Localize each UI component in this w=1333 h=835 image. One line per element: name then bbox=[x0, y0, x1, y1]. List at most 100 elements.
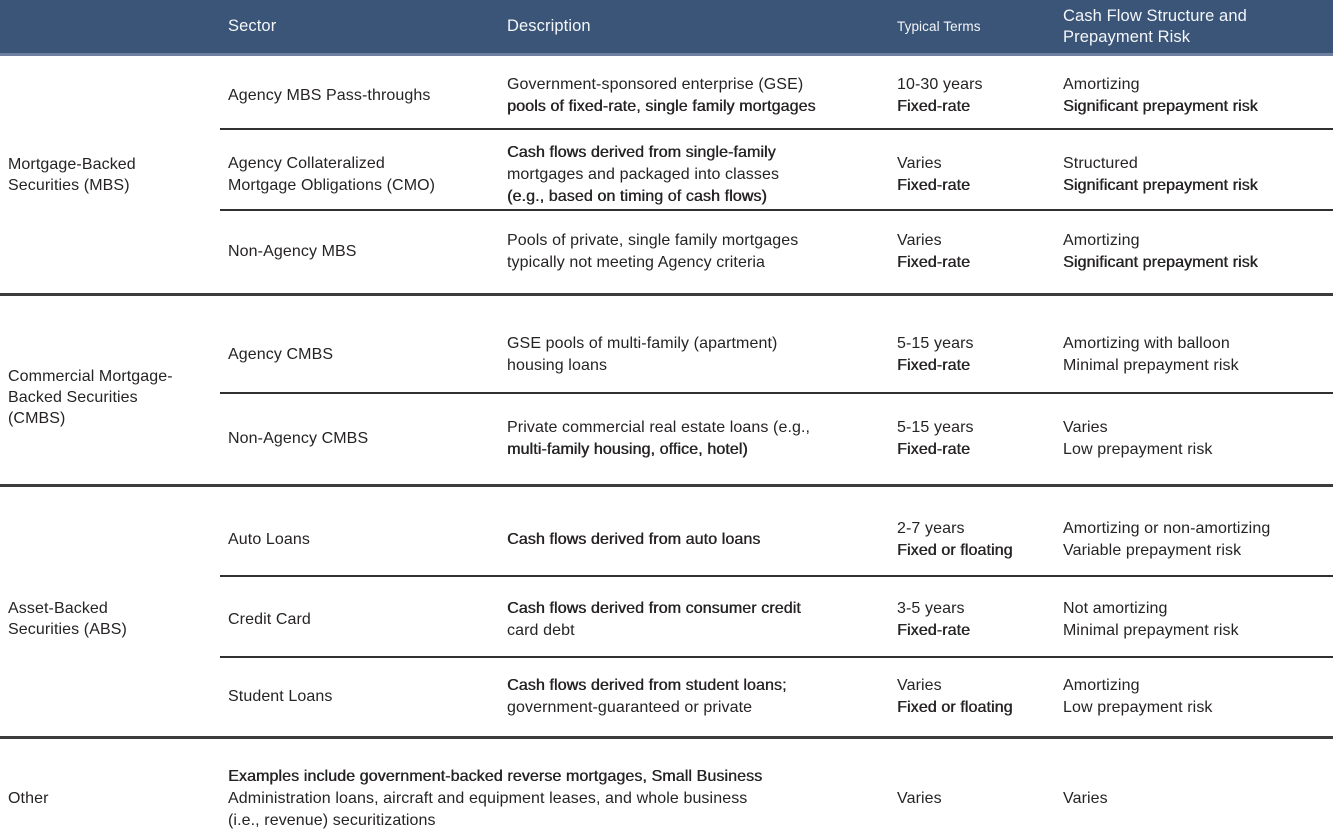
header-cash-flow: Cash Flow Structure and Prepayment Risk bbox=[1063, 6, 1333, 48]
section-rows: Examples include government-backed rever… bbox=[220, 739, 1333, 834]
text-line: 10-30 years bbox=[897, 76, 983, 93]
text-line: Fixed-rate bbox=[897, 621, 971, 639]
sector-cell: Student Loans bbox=[220, 686, 507, 708]
text-line: Non-Agency CMBS bbox=[228, 430, 369, 447]
text-line: Significant prepayment risk bbox=[1063, 254, 1258, 271]
table-row: Student Loans Cash flows derived from st… bbox=[220, 656, 1333, 736]
text-line: GSE pools of multi-family (apartment) bbox=[507, 335, 778, 352]
typical-terms-cell: Varies bbox=[897, 788, 1063, 810]
text-line: Agency MBS Pass-throughs bbox=[228, 87, 431, 104]
text-line: Structured bbox=[1063, 154, 1138, 172]
description-cell: Cash flows derived from student loans; go… bbox=[507, 675, 897, 719]
description-cell: Pools of private, single family mortgage… bbox=[507, 230, 897, 274]
text-line: government-guaranteed or private bbox=[507, 699, 753, 716]
header-typical-terms: Typical Terms bbox=[897, 19, 981, 34]
table-row: Auto Loans Cash flows derived from auto … bbox=[220, 487, 1333, 575]
text-line: (CMBS) bbox=[8, 409, 66, 427]
text-line: Mortgage Obligations (CMO) bbox=[228, 176, 436, 194]
text-line: multi-family housing, office, hotel) bbox=[507, 441, 748, 458]
text-line: Significant prepayment risk bbox=[1063, 98, 1258, 115]
description-cell: Cash flows derived from single-family mor… bbox=[507, 142, 897, 208]
table-row: Agency CMBS GSE pools of multi-family (a… bbox=[220, 296, 1333, 392]
cash-flow-cell: Varies bbox=[1063, 788, 1333, 810]
sector-cell: Non-Agency CMBS bbox=[220, 428, 507, 450]
text-line: Auto Loans bbox=[228, 531, 310, 548]
text-line: Credit Card bbox=[228, 610, 311, 628]
header-sector: Sector bbox=[228, 17, 277, 35]
text-line: Examples include government-backed rever… bbox=[228, 767, 763, 785]
description-cell: Government-sponsored enterprise (GSE) poo… bbox=[507, 74, 897, 118]
text-line: 5-15 years bbox=[897, 419, 974, 436]
text-line: Cash flows derived from consumer credit bbox=[507, 599, 801, 617]
text-line: typically not meeting Agency criteria bbox=[507, 254, 766, 271]
category-cell: Mortgage-Backed Securities (MBS) bbox=[0, 56, 220, 293]
text-line: Securities (ABS) bbox=[8, 620, 127, 638]
text-line: Administration loans, aircraft and equip… bbox=[228, 789, 748, 807]
text-line: (e.g., based on timing of cash flows) bbox=[507, 187, 767, 205]
section-rows: Agency CMBS GSE pools of multi-family (a… bbox=[220, 296, 1333, 484]
header-description: Description bbox=[507, 17, 591, 35]
text-line: card debt bbox=[507, 621, 575, 639]
table-row: Examples include government-backed rever… bbox=[220, 739, 1333, 834]
text-line: Cash flows derived from auto loans bbox=[507, 531, 761, 548]
text-line: Amortizing or non-amortizing bbox=[1063, 520, 1271, 537]
cash-flow-cell: Amortizing Significant prepayment risk bbox=[1063, 230, 1333, 274]
table-section: Asset-Backed Securities (ABS) Auto Loans … bbox=[0, 484, 1333, 736]
section-rows: Agency MBS Pass-throughs Government-spon… bbox=[220, 56, 1333, 293]
table-row: Credit Card Cash flows derived from cons… bbox=[220, 575, 1333, 656]
text-line: Minimal prepayment risk bbox=[1063, 357, 1239, 374]
text-line: 3-5 years bbox=[897, 599, 965, 617]
text-line: Amortizing bbox=[1063, 232, 1140, 249]
text-line: Agency CMBS bbox=[228, 346, 334, 363]
text-line: Not amortizing bbox=[1063, 599, 1168, 617]
text-line: Fixed-rate bbox=[897, 357, 971, 374]
table-row: Agency Collateralized Mortgage Obligation… bbox=[220, 128, 1333, 209]
text-line: 5-15 years bbox=[897, 335, 974, 352]
text-line: Amortizing with balloon bbox=[1063, 335, 1230, 352]
text-line: Fixed-rate bbox=[897, 441, 971, 458]
text-line: Fixed or floating bbox=[897, 542, 1013, 559]
table-body: Mortgage-Backed Securities (MBS) Agency M… bbox=[0, 56, 1333, 834]
typical-terms-cell: 5-15 years Fixed-rate bbox=[897, 333, 1063, 377]
text-line: Other bbox=[8, 790, 49, 807]
text-line: Amortizing bbox=[1063, 76, 1140, 93]
cash-flow-cell: Amortizing or non-amortizing Variable pre… bbox=[1063, 518, 1333, 562]
sector-cell: Auto Loans bbox=[220, 529, 507, 551]
text-line: housing loans bbox=[507, 357, 608, 374]
table-section: Mortgage-Backed Securities (MBS) Agency M… bbox=[0, 56, 1333, 293]
cash-flow-cell: Amortizing with balloon Minimal prepaymen… bbox=[1063, 333, 1333, 377]
text-line: Fixed-rate bbox=[897, 254, 971, 271]
text-line: mortgages and packaged into classes bbox=[507, 165, 780, 183]
text-line: Cash flows derived from single-family bbox=[507, 143, 776, 161]
table-row: Agency MBS Pass-throughs Government-spon… bbox=[220, 56, 1333, 128]
sector-cell: Agency Collateralized Mortgage Obligation… bbox=[220, 153, 507, 197]
sector-cell: Non-Agency MBS bbox=[220, 241, 507, 263]
table-section: Commercial Mortgage- Backed Securities (CM… bbox=[0, 293, 1333, 484]
typical-terms-cell: 5-15 years Fixed-rate bbox=[897, 417, 1063, 461]
text-line: Government-sponsored enterprise (GSE) bbox=[507, 76, 804, 93]
text-line: Fixed-rate bbox=[897, 176, 971, 194]
table-section: Other Examples include government-backed… bbox=[0, 736, 1333, 834]
text-line: Varies bbox=[1063, 789, 1108, 807]
text-line: Fixed or floating bbox=[897, 699, 1013, 716]
text-line: Varies bbox=[897, 677, 942, 694]
text-line: Fixed-rate bbox=[897, 98, 971, 115]
text-line: Cash flows derived from student loans; bbox=[507, 677, 787, 694]
sector-cell: Credit Card bbox=[220, 609, 507, 631]
text-line: Low prepayment risk bbox=[1063, 441, 1213, 458]
text-line: (i.e., revenue) securitizations bbox=[228, 811, 436, 829]
typical-terms-cell: Varies Fixed-rate bbox=[897, 230, 1063, 274]
cash-flow-cell: Amortizing Low prepayment risk bbox=[1063, 675, 1333, 719]
text-line: Varies bbox=[1063, 419, 1108, 436]
typical-terms-cell: 2-7 years Fixed or floating bbox=[897, 518, 1063, 562]
text-line: Securities (MBS) bbox=[8, 176, 130, 194]
text-line: Varies bbox=[897, 154, 942, 172]
category-cell: Asset-Backed Securities (ABS) bbox=[0, 487, 220, 736]
text-line: Private commercial real estate loans (e.… bbox=[507, 419, 811, 436]
description-cell: GSE pools of multi-family (apartment) hou… bbox=[507, 333, 897, 377]
table-row: Non-Agency MBS Pools of private, single … bbox=[220, 209, 1333, 293]
sector-cell: Agency CMBS bbox=[220, 344, 507, 366]
category-cell: Other bbox=[0, 739, 220, 834]
text-line: Variable prepayment risk bbox=[1063, 542, 1242, 559]
